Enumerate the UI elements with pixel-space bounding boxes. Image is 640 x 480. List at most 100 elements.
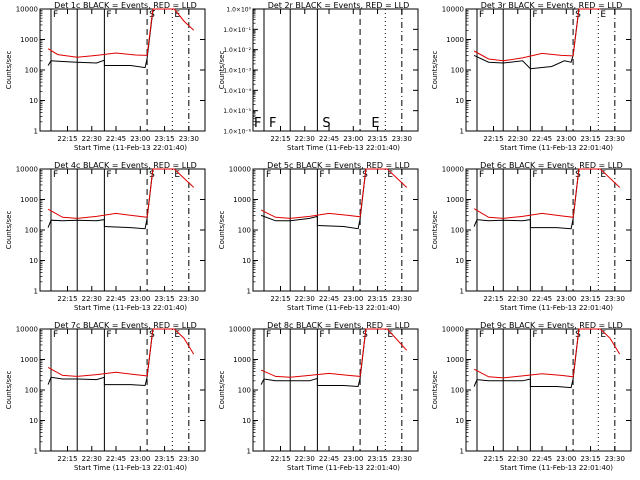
plot-frame: [465, 168, 632, 292]
y-tick-label: 1.0×10⁰: [226, 7, 251, 14]
event-marker-label: F: [319, 330, 324, 340]
x-tick-label: 23:30: [179, 135, 199, 143]
chart-title: Det 7c BLACK = Events, RED = LLD: [54, 321, 197, 330]
chart-panel-2: Det 2r BLACK = Events, RED = LLD 1.0×10⁻⁶…: [218, 1, 419, 152]
x-tick-label: 22:15: [57, 295, 77, 303]
event-marker-label: E: [387, 170, 393, 180]
y-tick-label: 10000: [442, 326, 464, 334]
lld-series-line: [47, 168, 195, 219]
events-series-line: [473, 328, 580, 389]
y-tick-label: 1000: [233, 356, 251, 364]
event-marker-label: F: [479, 10, 484, 20]
chart-title: Det 9c BLACK = Events, RED = LLD: [480, 321, 623, 330]
event-marker-label: E: [387, 330, 393, 340]
event-marker-label: F: [53, 330, 58, 340]
events-series-line: [47, 9, 155, 69]
y-tick-label: 10: [29, 257, 38, 265]
y-tick-label: 1.0×10⁻³: [223, 68, 251, 75]
events-series-line: [47, 328, 154, 387]
y-tick-label: 1: [460, 448, 464, 456]
x-tick-label: 22:30: [508, 135, 528, 143]
y-tick-label: 1.0×10⁻⁶: [223, 129, 251, 136]
x-tick-label: 23:15: [580, 455, 600, 463]
x-tick-label: 23:00: [343, 135, 363, 143]
event-marker-label: E: [600, 170, 606, 180]
lld-series-line: [473, 328, 621, 379]
y-tick-label: 10000: [16, 166, 38, 174]
event-marker-label: S: [322, 116, 330, 131]
event-marker-label: F: [106, 170, 111, 180]
x-tick-label: 23:30: [392, 455, 412, 463]
plot-frame: [465, 8, 632, 132]
y-tick-label: 1000: [20, 196, 38, 204]
x-tick-label: 23:15: [367, 455, 387, 463]
x-tick-label: 22:15: [270, 455, 290, 463]
events-series-line: [47, 168, 154, 230]
plot-frame: [39, 328, 206, 452]
lld-series-line: [260, 168, 408, 219]
chart-title: Det 4c BLACK = Events, RED = LLD: [54, 161, 197, 170]
x-tick-label: 23:15: [154, 295, 174, 303]
event-marker-label: F: [266, 330, 271, 340]
y-tick-label: 1: [34, 288, 38, 296]
x-axis-label: Start Time (11-Feb-13 22:01:40): [74, 464, 187, 472]
plot-frame: [465, 328, 632, 452]
y-tick-label: 1000: [446, 356, 464, 364]
y-tick-label: 100: [25, 387, 38, 395]
y-tick-label: 1000: [446, 196, 464, 204]
plot-frame: [252, 8, 419, 132]
chart-title: Det 6c BLACK = Events, RED = LLD: [480, 161, 623, 170]
x-axis-label: Start Time (11-Feb-13 22:01:40): [500, 464, 613, 472]
y-tick-label: 1000: [20, 356, 38, 364]
x-tick-label: 22:45: [532, 455, 552, 463]
x-tick-label: 22:30: [508, 455, 528, 463]
event-marker-label: F: [254, 116, 261, 131]
event-marker-label: F: [532, 170, 537, 180]
event-marker-label: F: [532, 10, 537, 20]
lld-series-line: [260, 328, 408, 378]
y-tick-label: 100: [238, 387, 251, 395]
y-axis-label: Counts/sec: [431, 371, 439, 410]
y-tick-label: 1000: [20, 36, 38, 44]
x-tick-label: 22:15: [483, 135, 503, 143]
x-tick-label: 22:15: [483, 295, 503, 303]
y-tick-label: 100: [451, 387, 464, 395]
x-axis-label: Start Time (11-Feb-13 22:01:40): [74, 304, 187, 312]
y-axis-label: Counts/sec: [5, 51, 13, 90]
x-axis-label: Start Time (11-Feb-13 22:01:40): [500, 304, 613, 312]
chart-panel-5: Det 5c BLACK = Events, RED = LLD 1 10 100 10…: [218, 161, 419, 312]
x-tick-label: 23:30: [392, 295, 412, 303]
x-tick-label: 23:00: [130, 295, 150, 303]
x-tick-label: 22:15: [483, 455, 503, 463]
y-axis-label: Counts/sec: [5, 211, 13, 250]
events-series-line: [260, 168, 367, 230]
x-tick-label: 22:45: [532, 295, 552, 303]
x-tick-label: 22:45: [319, 295, 339, 303]
x-axis-label: Start Time (11-Feb-13 22:01:40): [287, 144, 400, 152]
y-tick-label: 1: [460, 288, 464, 296]
y-tick-label: 1: [460, 128, 464, 136]
x-tick-label: 22:30: [82, 135, 102, 143]
event-marker-label: E: [600, 330, 606, 340]
x-tick-label: 23:15: [580, 135, 600, 143]
y-tick-label: 1.0×10⁻¹: [223, 27, 251, 34]
event-marker-label: F: [106, 10, 111, 20]
event-marker-label: E: [174, 330, 180, 340]
x-tick-label: 22:15: [57, 455, 77, 463]
x-tick-label: 23:30: [605, 135, 625, 143]
y-tick-label: 10000: [229, 326, 251, 334]
x-tick-label: 22:30: [508, 295, 528, 303]
y-tick-label: 10000: [442, 6, 464, 14]
y-tick-label: 10: [29, 417, 38, 425]
plot-frame: [252, 168, 419, 292]
y-tick-label: 1: [247, 288, 251, 296]
y-tick-label: 100: [451, 67, 464, 75]
x-tick-label: 23:00: [130, 455, 150, 463]
chart-title: Det 5c BLACK = Events, RED = LLD: [267, 161, 410, 170]
event-marker-label: F: [269, 116, 276, 131]
x-axis-label: Start Time (11-Feb-13 22:01:40): [74, 144, 187, 152]
x-tick-label: 23:15: [154, 135, 174, 143]
y-axis-label: Counts/sec: [218, 371, 226, 410]
event-marker-label: E: [600, 10, 606, 20]
x-tick-label: 22:15: [57, 135, 77, 143]
